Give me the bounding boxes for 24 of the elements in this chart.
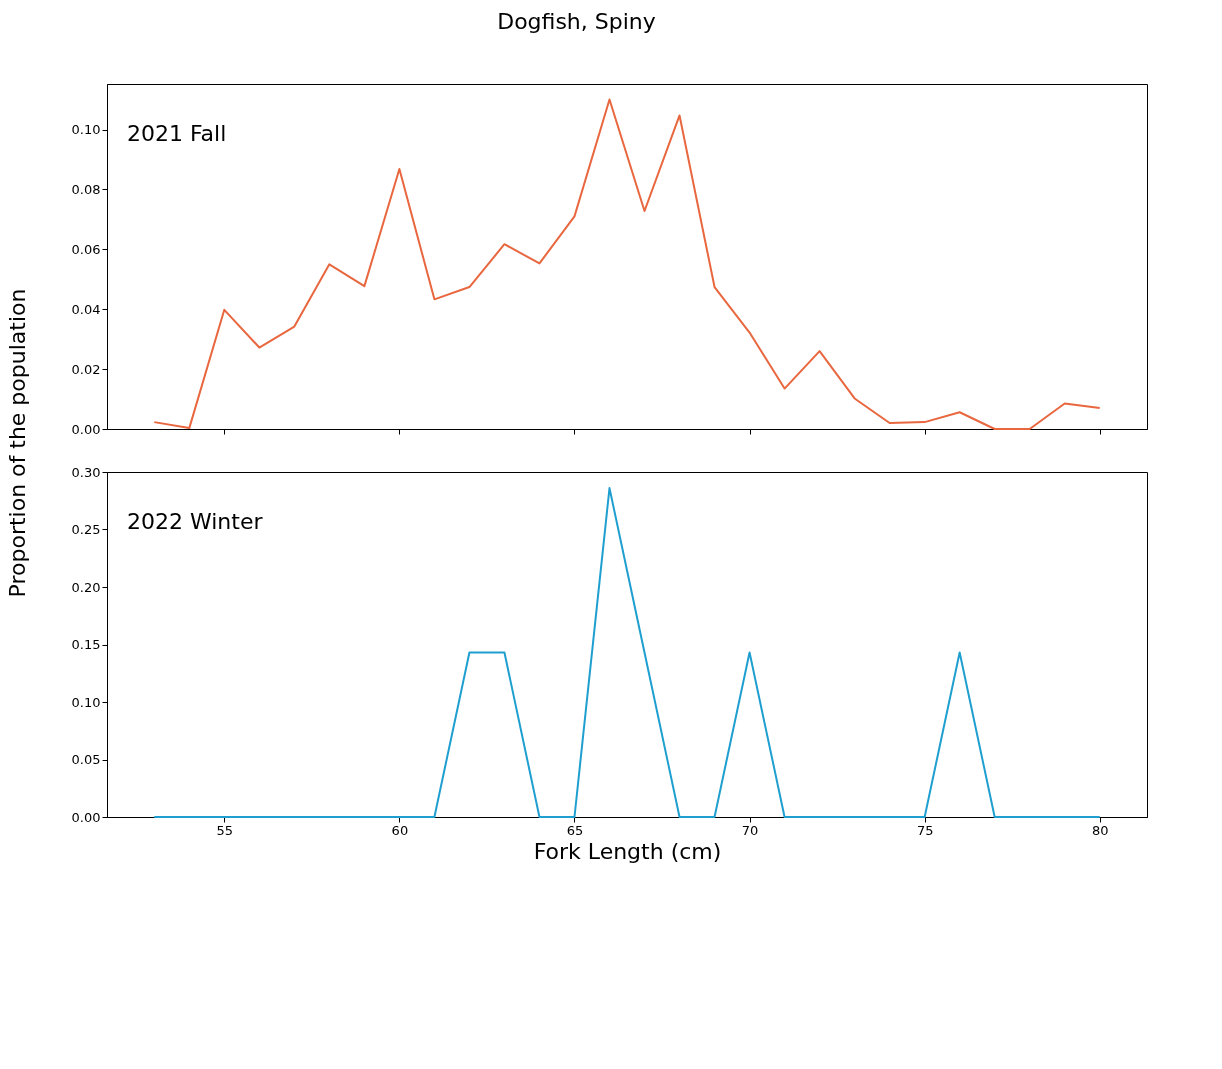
x-tick-label: 70 xyxy=(741,822,759,838)
y-tick-label: 0.05 xyxy=(71,752,101,767)
chart-title: Dogfish, Spiny xyxy=(497,8,656,34)
y-tick-label: 0.20 xyxy=(71,579,101,595)
y-tick-label: 0.10 xyxy=(71,122,101,138)
y-tick-label: 0.06 xyxy=(71,241,101,257)
x-tick-label: 60 xyxy=(391,822,409,838)
x-tick-label: 75 xyxy=(916,822,934,838)
annotation: 2021 Fall xyxy=(127,121,227,146)
y-tick-label: 0.00 xyxy=(71,809,101,825)
y-axis-title: Proportion of the population xyxy=(5,288,30,598)
annotation: 2022 Winter xyxy=(127,509,264,534)
x-tick-label: 55 xyxy=(216,822,234,838)
x-tick-label: 80 xyxy=(1091,822,1109,838)
x-tick-label: 65 xyxy=(566,822,584,838)
y-tick-label: 0.02 xyxy=(71,361,101,377)
y-tick-label: 0.15 xyxy=(71,637,101,652)
y-tick-label: 0.30 xyxy=(71,464,101,480)
y-tick-label: 0.08 xyxy=(71,181,101,197)
y-tick-label: 0.25 xyxy=(71,522,101,537)
y-tick-label: 0.00 xyxy=(71,421,101,437)
x-axis-title: Fork Length (cm) xyxy=(533,838,722,864)
y-tick-label: 0.04 xyxy=(71,301,101,317)
y-tick-label: 0.10 xyxy=(71,694,101,710)
